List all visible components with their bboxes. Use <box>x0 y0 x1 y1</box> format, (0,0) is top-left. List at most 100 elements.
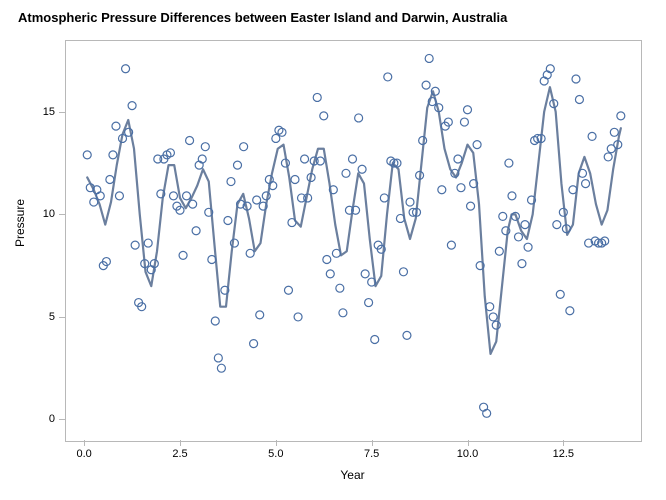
data-point <box>582 180 590 188</box>
data-point <box>610 128 618 136</box>
data-point <box>495 247 503 255</box>
chart-svg <box>0 0 666 500</box>
data-point <box>499 212 507 220</box>
data-point <box>518 260 526 268</box>
x-tick-mark <box>276 440 277 446</box>
data-point <box>189 200 197 208</box>
data-point <box>179 251 187 259</box>
chart-container: Atmospheric Pressure Differences between… <box>0 0 666 500</box>
x-tick-label: 10.0 <box>457 448 478 460</box>
data-point <box>617 112 625 120</box>
data-point <box>183 192 191 200</box>
y-tick-label: 10 <box>35 208 55 220</box>
data-point <box>227 178 235 186</box>
data-point <box>186 137 194 145</box>
data-point <box>384 73 392 81</box>
data-point <box>505 159 513 167</box>
data-point <box>294 313 302 321</box>
data-point <box>224 217 232 225</box>
data-point <box>284 286 292 294</box>
data-point <box>96 192 104 200</box>
data-point <box>473 141 481 149</box>
data-point <box>250 340 258 348</box>
x-tick-mark <box>180 440 181 446</box>
data-point <box>422 81 430 89</box>
x-tick-mark <box>84 440 85 446</box>
smooth-line <box>87 87 621 354</box>
data-point <box>406 198 414 206</box>
data-point <box>349 155 357 163</box>
data-point <box>332 249 340 257</box>
data-point <box>521 221 529 229</box>
data-point <box>336 284 344 292</box>
data-point <box>457 184 465 192</box>
data-point <box>326 270 334 278</box>
data-point <box>588 132 596 140</box>
data-point <box>556 290 564 298</box>
y-tick-label: 15 <box>35 106 55 118</box>
data-point <box>425 54 433 62</box>
data-point <box>569 186 577 194</box>
data-point <box>467 202 475 210</box>
data-point <box>106 175 114 183</box>
x-tick-label: 2.5 <box>172 448 187 460</box>
data-point <box>339 309 347 317</box>
data-point <box>122 65 130 73</box>
data-point <box>211 317 219 325</box>
data-point <box>371 335 379 343</box>
data-point <box>524 243 532 251</box>
data-point <box>380 194 388 202</box>
data-point <box>214 354 222 362</box>
data-point <box>217 364 225 372</box>
x-tick-label: 5.0 <box>268 448 283 460</box>
x-tick-label: 12.5 <box>553 448 574 460</box>
data-point <box>131 241 139 249</box>
data-point <box>447 241 455 249</box>
data-point <box>361 270 369 278</box>
data-point <box>320 112 328 120</box>
x-tick-mark <box>468 440 469 446</box>
data-point <box>288 219 296 227</box>
x-tick-mark <box>563 440 564 446</box>
y-tick-mark <box>59 419 65 420</box>
data-point <box>514 233 522 241</box>
data-point <box>169 192 177 200</box>
data-point <box>604 153 612 161</box>
y-tick-mark <box>59 317 65 318</box>
data-point <box>313 93 321 101</box>
data-point <box>128 102 136 110</box>
data-point <box>316 157 324 165</box>
data-point <box>192 227 200 235</box>
y-tick-mark <box>59 214 65 215</box>
data-point <box>358 165 366 173</box>
data-point <box>464 106 472 114</box>
data-point <box>272 134 280 142</box>
data-point <box>575 95 583 103</box>
data-point <box>112 122 120 130</box>
data-point <box>486 303 494 311</box>
data-point <box>572 75 580 83</box>
data-point <box>90 198 98 206</box>
data-point <box>230 239 238 247</box>
data-point <box>489 313 497 321</box>
x-tick-label: 7.5 <box>364 448 379 460</box>
data-point <box>83 151 91 159</box>
data-point <box>240 143 248 151</box>
y-tick-label: 5 <box>35 311 55 323</box>
data-point <box>438 186 446 194</box>
data-point <box>201 143 209 151</box>
data-point <box>460 118 468 126</box>
data-point <box>208 255 216 263</box>
data-point <box>144 239 152 247</box>
y-tick-label: 0 <box>35 413 55 425</box>
data-point <box>399 268 407 276</box>
data-point <box>109 151 117 159</box>
data-point <box>365 299 373 307</box>
data-point <box>291 175 299 183</box>
data-point <box>553 221 561 229</box>
data-point <box>508 192 516 200</box>
data-point <box>246 249 254 257</box>
data-point <box>342 169 350 177</box>
data-point <box>355 114 363 122</box>
data-point <box>301 155 309 163</box>
